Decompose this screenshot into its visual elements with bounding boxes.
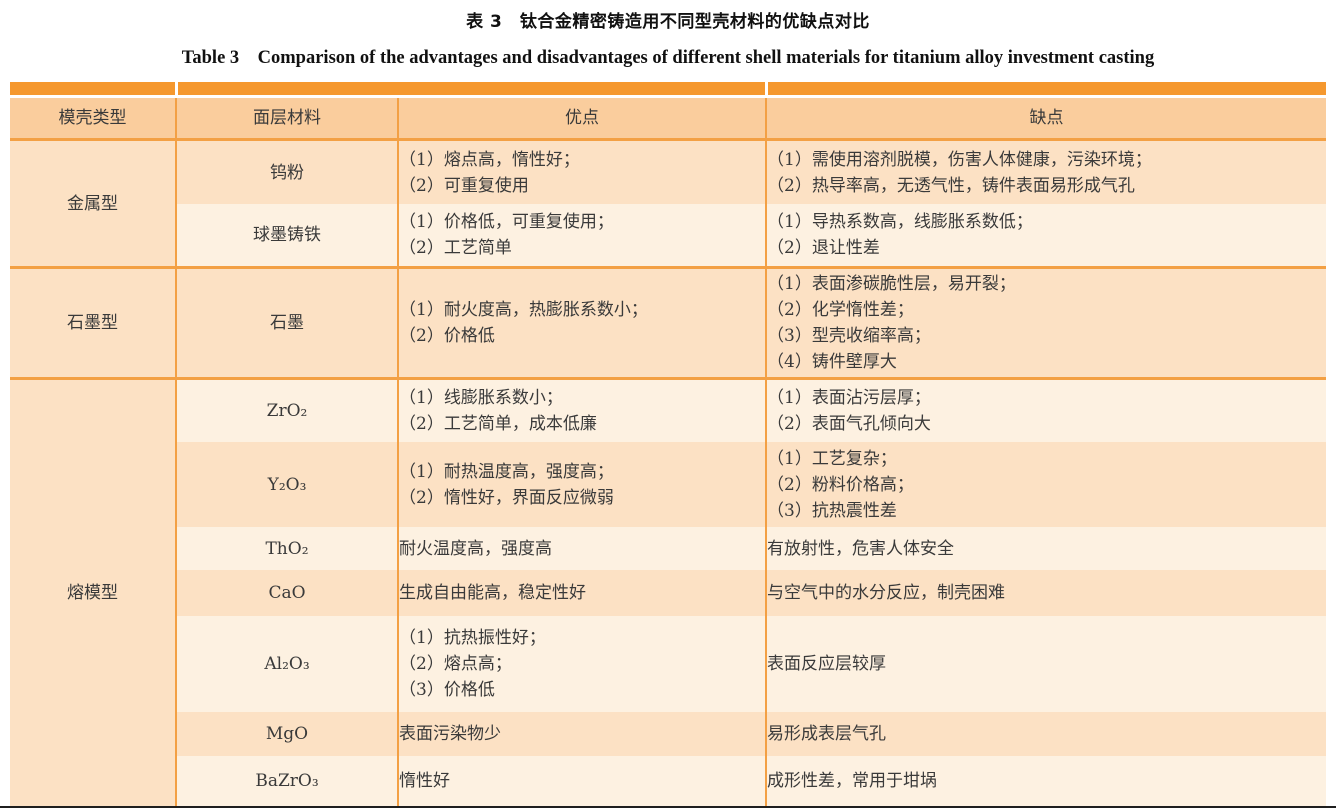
material-cell: ThO₂ xyxy=(175,527,397,570)
shell-type-investment: 熔模型 xyxy=(10,377,175,806)
header-advantages: 优点 xyxy=(397,98,765,141)
advantages-cell: （1）耐热温度高，强度高； （2）惰性好，界面反应微弱 xyxy=(397,442,765,527)
table-row-cao: CaO 生成自由能高，稳定性好 与空气中的水分反应，制壳困难 xyxy=(10,570,1326,616)
advantages-cell: （1）熔点高，惰性好； （2）可重复使用 xyxy=(397,141,765,204)
table-caption-en: Table 3 Comparison of the advantages and… xyxy=(181,48,1155,68)
table-row-y2o3: Y₂O₃ （1）耐热温度高，强度高； （2）惰性好，界面反应微弱 （1）工艺复杂… xyxy=(10,442,1326,527)
advantages-cell: （1）线膨胀系数小； （2）工艺简单，成本低廉 xyxy=(397,377,765,442)
header-disadvantages: 缺点 xyxy=(765,98,1326,141)
disadvantages-cell: 易形成表层气孔 xyxy=(765,712,1326,756)
table-header-row: 模壳类型 面层材料 优点 缺点 xyxy=(10,98,1326,141)
disadvantages-cell: （1）表面渗碳脆性层，易开裂； （2）化学惰性差； （3）型壳收缩率高； （4）… xyxy=(765,266,1326,377)
material-cell: CaO xyxy=(175,570,397,616)
table-caption-zh: 表 3 钛合金精密铸造用不同型壳材料的优缺点对比 xyxy=(466,12,870,32)
strip-segment-1 xyxy=(10,82,175,98)
header-surface-material: 面层材料 xyxy=(175,98,397,141)
shell-materials-comparison-table: 模壳类型 面层材料 优点 缺点 金属型 钨粉 （1）熔点高，惰性好； （2）可重… xyxy=(10,82,1326,806)
material-cell: 球墨铸铁 xyxy=(175,204,397,266)
disadvantages-cell: 表面反应层较厚 xyxy=(765,616,1326,712)
table-row-graphite: 石墨型 石墨 （1）耐火度高，热膨胀系数小； （2）价格低 （1）表面渗碳脆性层… xyxy=(10,266,1326,377)
disadvantages-cell: 有放射性，危害人体安全 xyxy=(765,527,1326,570)
table-row-al2o3: Al₂O₃ （1）抗热振性好； （2）熔点高； （3）价格低 表面反应层较厚 xyxy=(10,616,1326,712)
disadvantages-cell: （1）需使用溶剂脱模，伤害人体健康，污染环境； （2）热导率高，无透气性，铸件表… xyxy=(765,141,1326,204)
advantages-cell: 表面污染物少 xyxy=(397,712,765,756)
advantages-cell: 耐火温度高，强度高 xyxy=(397,527,765,570)
table-row-mgo: MgO 表面污染物少 易形成表层气孔 xyxy=(10,712,1326,756)
disadvantages-cell: 与空气中的水分反应，制壳困难 xyxy=(765,570,1326,616)
advantages-cell: （1）耐火度高，热膨胀系数小； （2）价格低 xyxy=(397,266,765,377)
shell-type-metal: 金属型 xyxy=(10,141,175,266)
strip-segment-2b xyxy=(397,82,765,98)
table-top-strip xyxy=(10,82,1326,98)
disadvantages-cell: 成形性差，常用于坩埚 xyxy=(765,756,1326,806)
table-row-tho2: ThO₂ 耐火温度高，强度高 有放射性，危害人体安全 xyxy=(10,527,1326,570)
table-row-ductile-iron: 球墨铸铁 （1）价格低，可重复使用； （2）工艺简单 （1）导热系数高，线膨胀系… xyxy=(10,204,1326,266)
material-cell: BaZrO₃ xyxy=(175,756,397,806)
advantages-cell: 惰性好 xyxy=(397,756,765,806)
material-cell: 钨粉 xyxy=(175,141,397,204)
table-row-bazro3: BaZrO₃ 惰性好 成形性差，常用于坩埚 xyxy=(10,756,1326,806)
page-bottom-rule xyxy=(0,806,1336,808)
material-cell: MgO xyxy=(175,712,397,756)
strip-segment-2 xyxy=(175,82,397,98)
disadvantages-cell: （1）导热系数高，线膨胀系数低； （2）退让性差 xyxy=(765,204,1326,266)
header-shell-type: 模壳类型 xyxy=(10,98,175,141)
advantages-cell: （1）价格低，可重复使用； （2）工艺简单 xyxy=(397,204,765,266)
material-cell: ZrO₂ xyxy=(175,377,397,442)
table-row-zro2: 熔模型 ZrO₂ （1）线膨胀系数小； （2）工艺简单，成本低廉 （1）表面沾污… xyxy=(10,377,1326,806)
material-cell: 石墨 xyxy=(175,266,397,377)
material-cell: Y₂O₃ xyxy=(175,442,397,527)
advantages-cell: 生成自由能高，稳定性好 xyxy=(397,570,765,616)
advantages-cell: （1）抗热振性好； （2）熔点高； （3）价格低 xyxy=(397,616,765,712)
shell-type-graphite: 石墨型 xyxy=(10,266,175,377)
disadvantages-cell: （1）工艺复杂； （2）粉料价格高； （3）抗热震性差 xyxy=(765,442,1326,527)
table-row-tungsten: 金属型 钨粉 （1）熔点高，惰性好； （2）可重复使用 （1）需使用溶剂脱模，伤… xyxy=(10,141,1326,266)
material-cell: Al₂O₃ xyxy=(175,616,397,712)
disadvantages-cell: （1）表面沾污层厚； （2）表面气孔倾向大 xyxy=(765,377,1326,442)
strip-segment-3 xyxy=(765,82,1326,98)
